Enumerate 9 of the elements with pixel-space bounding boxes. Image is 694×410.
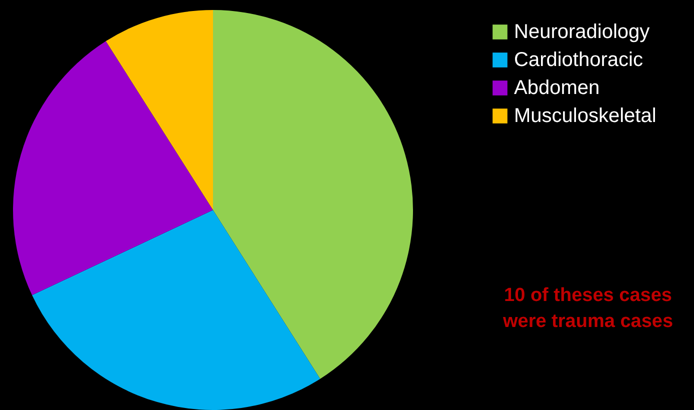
legend-label: Neuroradiology (514, 21, 650, 43)
pie-slice (32, 210, 320, 410)
pie-slice (106, 10, 213, 210)
legend-label: Cardiothoracic (514, 49, 643, 71)
pie-slice (13, 41, 213, 296)
legend-label: Abdomen (514, 77, 600, 99)
legend-label: Musculoskeletal (514, 105, 656, 127)
text: 10 of theses cases were trauma cases (502, 285, 674, 332)
pie-slice (213, 10, 413, 379)
